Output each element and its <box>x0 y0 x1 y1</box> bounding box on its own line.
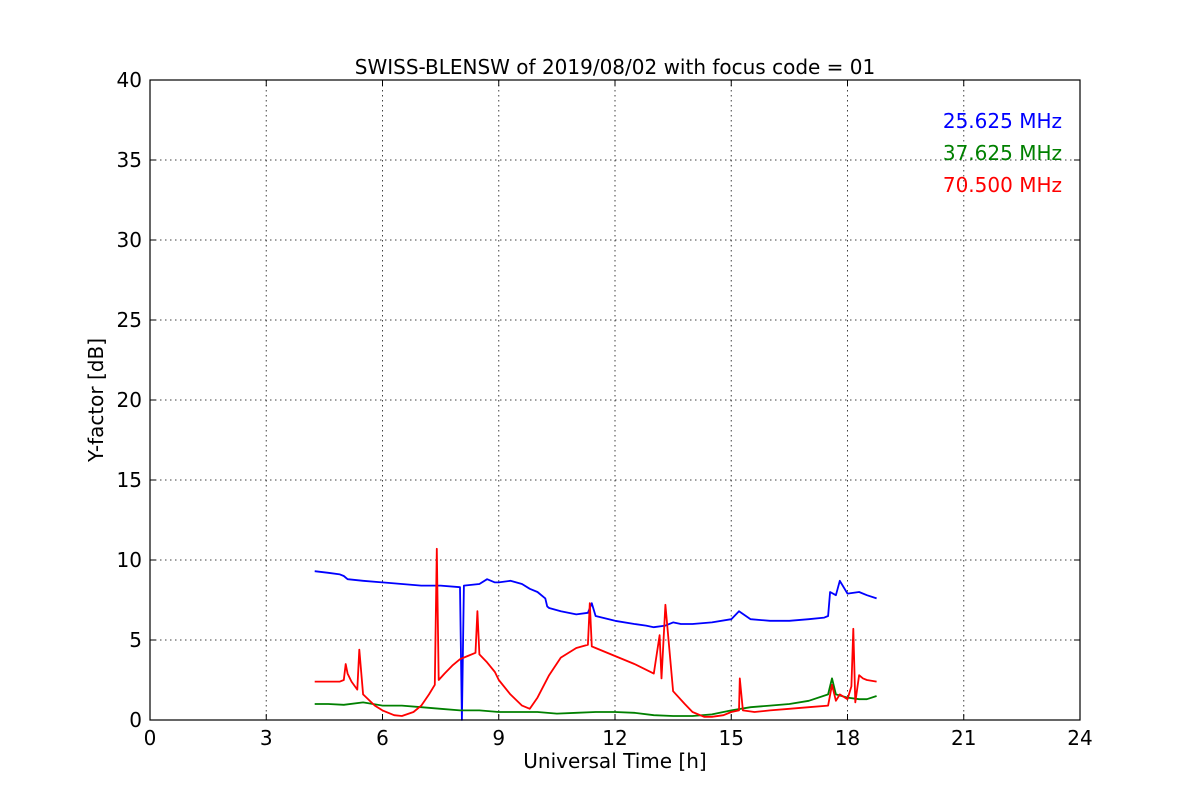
x-tick-label: 12 <box>602 726 627 750</box>
y-tick-label: 30 <box>117 228 142 252</box>
legend-entry: 37.625 MHz <box>943 141 1062 165</box>
y-tick-label: 5 <box>129 628 142 652</box>
x-tick-label: 3 <box>260 726 273 750</box>
x-tick-label: 15 <box>719 726 744 750</box>
legend-entry: 25.625 MHz <box>943 109 1062 133</box>
y-axis-title: Y-factor [dB] <box>84 338 108 463</box>
series-line-37-625-mhz <box>314 677 877 717</box>
series-line-25-625-mhz <box>314 570 877 721</box>
y-tick-label: 40 <box>117 68 142 92</box>
x-tick-label: 21 <box>951 726 976 750</box>
x-axis-title: Universal Time [h] <box>523 749 706 773</box>
x-tick-label: 24 <box>1067 726 1092 750</box>
plot-series <box>314 547 877 721</box>
y-tick-label: 35 <box>117 148 142 172</box>
x-tick-label: 6 <box>376 726 389 750</box>
y-tick-label: 20 <box>117 388 142 412</box>
y-tick-label: 0 <box>129 708 142 732</box>
y-tick-label: 15 <box>117 468 142 492</box>
series-line-70-500-mhz <box>314 547 877 718</box>
axis-ticks: 0 3 6 9 12 15 18 21 24 0 5 10 15 20 25 30 35 40 <box>117 68 1093 750</box>
y-tick-label: 25 <box>117 308 142 332</box>
y-tick-label: 10 <box>117 548 142 572</box>
x-tick-label: 18 <box>835 726 860 750</box>
grid <box>150 80 1080 720</box>
x-tick-label: 9 <box>492 726 505 750</box>
legend: 25.625 MHz 37.625 MHz 70.500 MHz <box>943 109 1062 197</box>
legend-entry: 70.500 MHz <box>943 173 1062 197</box>
chart-title: SWISS-BLENSW of 2019/08/02 with focus co… <box>355 55 876 79</box>
x-tick-label: 0 <box>144 726 157 750</box>
